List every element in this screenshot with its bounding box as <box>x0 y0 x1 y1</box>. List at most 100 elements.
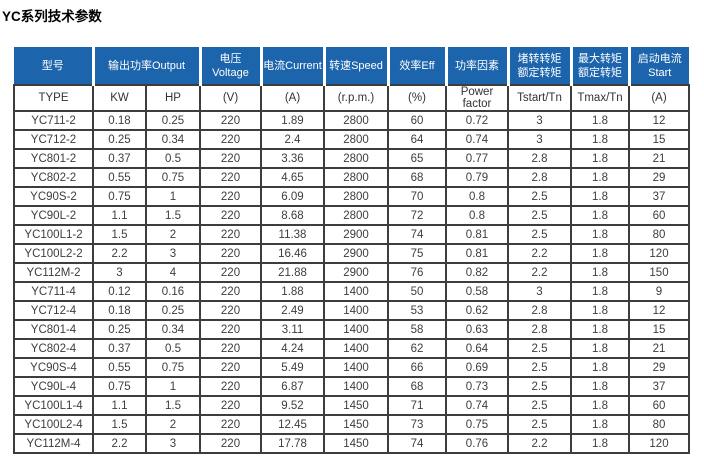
table-row: YC100L2-4 1.5 2 220 12.45 1450 73 0.75 2.5 1.8 80 <box>13 414 690 435</box>
cell-v: 220 <box>199 205 262 226</box>
column-subheader-tstart-tn: Tstart/Tn <box>507 84 572 112</box>
table-row: YC711-2 0.18 0.25 220 1.89 2800 60 0.72 3 1.8 12 <box>13 110 690 131</box>
cell-tmax-tn: 1.8 <box>570 186 630 207</box>
table-row: YC100L1-4 1.1 1.5 220 9.52 1450 71 0.74 2.5 1.8 60 <box>13 395 690 416</box>
cell-v: 220 <box>199 243 262 264</box>
cell-tstart-tn: 2.2 <box>507 433 572 454</box>
column-subheader-v: (V) <box>199 84 262 112</box>
cell-type: YC711-2 <box>13 110 94 131</box>
cell-kw: 0.55 <box>92 167 147 188</box>
cell-hp: 2 <box>145 224 201 245</box>
cell-type: YC112M-2 <box>13 262 94 283</box>
header-row-zh: 型号 输出功率Output 电压Voltage 电流Current 转速Speed 效率E… <box>14 47 689 85</box>
cell-v: 220 <box>199 224 262 245</box>
table-body: YC711-2 0.18 0.25 220 1.89 2800 60 0.72 3 1.8 12 YC… <box>13 110 690 454</box>
cell-tmax-tn: 1.8 <box>570 376 630 397</box>
cell-power-factor: 0.76 <box>445 433 509 454</box>
cell-v: 220 <box>199 376 262 397</box>
cell-power-factor: 0.81 <box>445 224 509 245</box>
cell-tstart-tn: 2.8 <box>507 319 572 340</box>
cell-start-a: 15 <box>628 319 690 340</box>
cell-hp: 0.16 <box>145 281 201 302</box>
cell-rpm: 1400 <box>323 319 389 340</box>
cell-power-factor: 0.72 <box>445 110 509 131</box>
cell-a: 16.46 <box>260 243 325 264</box>
cell-hp: 1 <box>145 376 201 397</box>
cell-kw: 1.5 <box>92 224 147 245</box>
cell-hp: 1.5 <box>145 205 201 226</box>
cell-a: 2.49 <box>260 300 325 321</box>
cell-a: 21.88 <box>260 262 325 283</box>
cell-start-a: 80 <box>628 224 690 245</box>
cell-pct: 60 <box>387 110 447 131</box>
cell-type: YC802-2 <box>13 167 94 188</box>
cell-kw: 0.55 <box>92 357 147 378</box>
cell-v: 220 <box>199 338 262 359</box>
cell-hp: 1.5 <box>145 395 201 416</box>
cell-pct: 68 <box>387 167 447 188</box>
cell-type: YC801-2 <box>13 148 94 169</box>
cell-tmax-tn: 1.8 <box>570 262 630 283</box>
table-row: YC112M-2 3 4 220 21.88 2900 76 0.82 2.2 1.8 150 <box>13 262 690 283</box>
cell-tstart-tn: 2.5 <box>507 338 572 359</box>
cell-pct: 62 <box>387 338 447 359</box>
cell-hp: 0.25 <box>145 110 201 131</box>
cell-rpm: 2900 <box>323 243 389 264</box>
cell-pct: 68 <box>387 376 447 397</box>
cell-rpm: 1400 <box>323 338 389 359</box>
cell-type: YC112M-4 <box>13 433 94 454</box>
cell-tmax-tn: 1.8 <box>570 357 630 378</box>
cell-start-a: 120 <box>628 243 690 264</box>
cell-v: 220 <box>199 186 262 207</box>
cell-tstart-tn: 3 <box>507 281 572 302</box>
cell-start-a: 60 <box>628 395 690 416</box>
cell-hp: 2 <box>145 414 201 435</box>
cell-pct: 75 <box>387 243 447 264</box>
cell-start-a: 120 <box>628 433 690 454</box>
cell-power-factor: 0.8 <box>445 186 509 207</box>
cell-rpm: 1400 <box>323 300 389 321</box>
cell-tmax-tn: 1.8 <box>570 224 630 245</box>
cell-kw: 0.37 <box>92 338 147 359</box>
cell-tmax-tn: 1.8 <box>570 167 630 188</box>
cell-tmax-tn: 1.8 <box>570 300 630 321</box>
cell-kw: 2.2 <box>92 433 147 454</box>
cell-pct: 73 <box>387 414 447 435</box>
cell-tmax-tn: 1.8 <box>570 414 630 435</box>
cell-rpm: 2800 <box>323 167 389 188</box>
cell-power-factor: 0.62 <box>445 300 509 321</box>
cell-a: 11.38 <box>260 224 325 245</box>
cell-start-a: 150 <box>628 262 690 283</box>
column-header-tmax: 最大转矩 额定转矩 <box>569 47 631 85</box>
cell-tmax-tn: 1.8 <box>570 338 630 359</box>
cell-v: 220 <box>199 167 262 188</box>
table-row: YC801-2 0.37 0.5 220 3.36 2800 65 0.77 2.8 1.8 21 <box>13 148 690 169</box>
cell-v: 220 <box>199 319 262 340</box>
cell-hp: 1 <box>145 186 201 207</box>
cell-tmax-tn: 1.8 <box>570 281 630 302</box>
column-subheader-power-factor: Power factor <box>445 84 509 112</box>
cell-start-a: 12 <box>628 300 690 321</box>
cell-power-factor: 0.73 <box>445 376 509 397</box>
cell-power-factor: 0.63 <box>445 319 509 340</box>
cell-tstart-tn: 2.5 <box>507 414 572 435</box>
cell-kw: 0.75 <box>92 376 147 397</box>
cell-a: 5.49 <box>260 357 325 378</box>
cell-kw: 0.18 <box>92 110 147 131</box>
cell-kw: 0.25 <box>92 129 147 150</box>
cell-a: 12.45 <box>260 414 325 435</box>
cell-v: 220 <box>199 433 262 454</box>
column-header-current: 电流Current <box>259 47 326 85</box>
cell-hp: 0.25 <box>145 300 201 321</box>
cell-type: YC90L-2 <box>13 205 94 226</box>
cell-v: 220 <box>199 262 262 283</box>
cell-hp: 4 <box>145 262 201 283</box>
cell-rpm: 2800 <box>323 205 389 226</box>
table-row: YC802-2 0.55 0.75 220 4.65 2800 68 0.79 2.8 1.8 29 <box>13 167 690 188</box>
column-header-tstart: 堵转转矩 额定转矩 <box>506 47 573 85</box>
cell-start-a: 29 <box>628 357 690 378</box>
cell-hp: 0.75 <box>145 167 201 188</box>
cell-power-factor: 0.75 <box>445 414 509 435</box>
cell-start-a: 12 <box>628 110 690 131</box>
cell-pct: 66 <box>387 357 447 378</box>
